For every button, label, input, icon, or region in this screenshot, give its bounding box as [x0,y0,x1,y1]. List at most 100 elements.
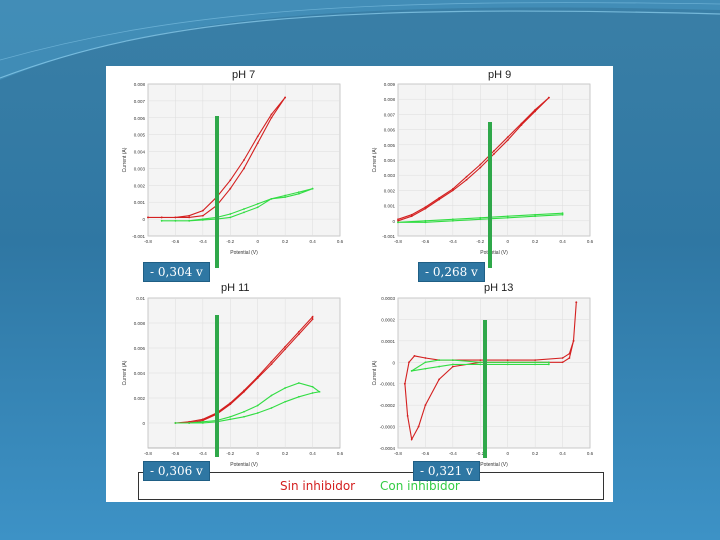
title-ph13: pH 13 [484,282,514,294]
x-axis-label: Potential (V) [480,462,508,468]
point-con-inhibidor [188,219,191,222]
chart-ph13: -0.0004 -0.0003 -0.0002 -0.0001 0 0.0001 0.000… [368,292,598,470]
point-sin-inhibidor [451,189,454,192]
point-con-inhibidor [297,395,300,398]
y-tick-label: -0.001 [382,234,395,239]
legend-box: Sin inhibidor Con inhibidor [138,472,604,500]
point-sin-inhibidor [561,357,564,359]
point-sin-inhibidor [297,330,300,333]
point-sin-inhibidor [311,318,314,321]
x-tick-label: 0.2 [282,239,289,244]
point-con-inhibidor [201,420,204,423]
chart-svg: -0.001 0 0.001 0.002 0.003 0.004 0.005 0.006 0.0… [122,82,344,256]
x-tick-label: -0.8 [144,239,152,244]
point-sin-inhibidor [397,218,399,221]
point-con-inhibidor [297,382,300,384]
y-tick-label: 0.008 [384,97,396,102]
point-sin-inhibidor [201,419,204,422]
y-axis-label: Current (A) [122,147,128,172]
point-sin-inhibidor [406,414,409,417]
x-axis-label: Potential (V) [230,250,258,256]
point-sin-inhibidor [229,179,232,182]
point-con-inhibidor [479,218,482,221]
y-tick-label: 0.001 [134,200,146,205]
x-tick-label: 0.6 [337,451,344,456]
point-sin-inhibidor [201,418,204,421]
point-con-inhibidor [256,404,259,407]
y-tick-label: 0.008 [134,321,146,326]
point-sin-inhibidor [270,363,273,366]
marker-line-ph13 [483,320,487,458]
point-con-inhibidor [424,221,427,224]
point-sin-inhibidor [561,361,564,364]
point-sin-inhibidor [201,214,204,217]
chart-ph7: -0.001 0 0.001 0.002 0.003 0.004 0.005 0.006 0.0… [118,78,348,258]
y-tick-label: -0.0002 [380,403,396,408]
point-con-inhibidor [270,394,273,397]
point-con-inhibidor [311,385,314,388]
x-tick-label: -0.6 [172,239,180,244]
point-sin-inhibidor [506,139,509,142]
point-con-inhibidor [229,415,232,418]
x-tick-label: -0.2 [476,451,484,456]
point-con-inhibidor [256,206,259,209]
point-con-inhibidor [174,422,177,424]
y-tick-label: 0 [392,360,395,365]
point-sin-inhibidor [451,365,454,368]
background-swoosh [0,0,720,80]
x-tick-label: 0.4 [309,239,316,244]
marker-line-ph9 [488,122,492,268]
x-axis-label: Potential (V) [480,250,508,256]
point-con-inhibidor [229,216,232,219]
point-con-inhibidor [270,197,273,200]
point-con-inhibidor [506,216,509,219]
point-sin-inhibidor [413,354,416,357]
chart-ph9: -0.001 0 0.001 0.002 0.003 0.004 0.005 0.006 0.0… [368,78,598,258]
y-tick-label: 0.004 [134,150,146,155]
point-sin-inhibidor [397,219,399,222]
marker-label-ph11: - 0,306 v [143,461,210,481]
point-sin-inhibidor [410,215,413,218]
y-tick-label: 0.0002 [381,317,395,322]
point-sin-inhibidor [493,153,495,155]
point-sin-inhibidor [188,216,191,219]
x-tick-label: -0.8 [394,239,402,244]
point-con-inhibidor [201,218,204,221]
x-tick-label: 0.2 [282,451,289,456]
y-tick-label: 0.004 [384,158,396,163]
point-sin-inhibidor [270,113,273,116]
y-tick-label: 0.005 [134,133,146,138]
x-tick-label: 0 [256,239,259,244]
y-axis-label: Current (A) [372,147,378,172]
point-con-inhibidor [479,216,482,219]
point-sin-inhibidor [243,167,245,170]
y-tick-label: 0.002 [134,396,146,401]
y-tick-label: 0.003 [134,166,146,171]
y-tick-label: 0.007 [134,99,146,104]
point-sin-inhibidor [534,108,537,111]
point-sin-inhibidor [424,404,427,407]
point-con-inhibidor [297,192,300,195]
point-sin-inhibidor [479,163,482,166]
x-tick-label: 0 [506,451,509,456]
point-sin-inhibidor [243,389,245,392]
legend-con-inhibidor: Con inhibidor [380,479,460,493]
point-sin-inhibidor [547,96,550,99]
point-con-inhibidor [174,219,177,222]
point-con-inhibidor [438,365,441,368]
y-tick-label: 0 [392,219,395,224]
point-sin-inhibidor [243,159,245,161]
x-tick-label: -0.8 [394,451,402,456]
point-sin-inhibidor [438,378,441,381]
x-tick-label: 0.4 [559,239,566,244]
point-con-inhibidor [547,363,550,366]
point-con-inhibidor [506,363,509,366]
x-tick-label: 0.4 [309,451,316,456]
point-sin-inhibidor [256,377,259,379]
point-sin-inhibidor [438,197,441,199]
point-sin-inhibidor [424,207,427,210]
y-tick-label: -0.0003 [380,425,396,430]
x-tick-label: -0.4 [449,239,457,244]
point-con-inhibidor [284,400,287,403]
point-sin-inhibidor [568,357,571,359]
